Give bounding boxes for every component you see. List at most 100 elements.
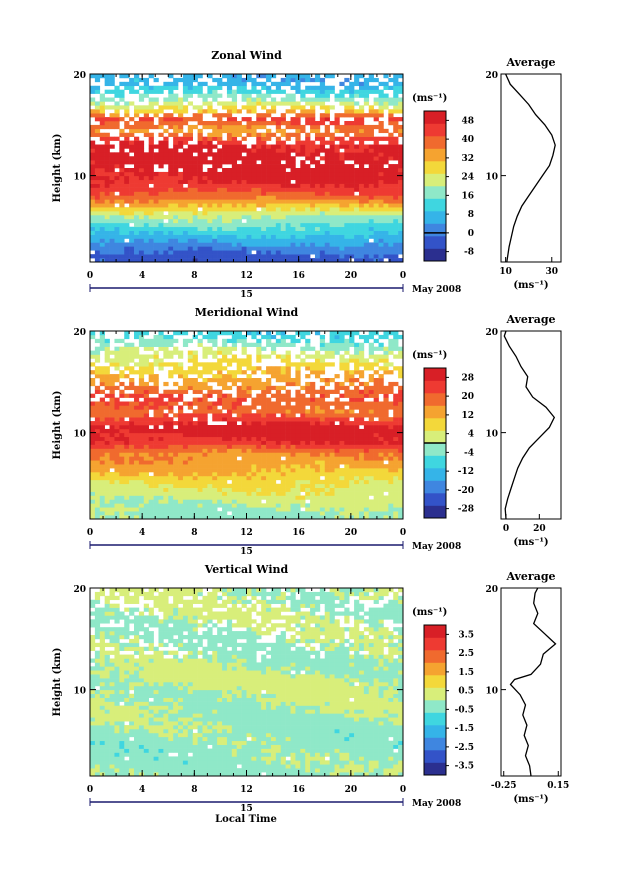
heatmap-cell (236, 156, 242, 161)
heatmap-cell (163, 503, 169, 508)
heatmap-cell (129, 168, 135, 173)
heatmap-cell (114, 136, 120, 141)
heatmap-cell (109, 152, 115, 157)
heatmap-cell (368, 168, 374, 173)
heatmap-cell (124, 483, 130, 488)
heatmap-cell (236, 168, 242, 173)
heatmap-cell (266, 472, 272, 477)
heatmap-cell (300, 405, 306, 410)
heatmap-cell (285, 401, 291, 406)
heatmap-cell (187, 421, 193, 426)
heatmap-cell (261, 393, 267, 398)
heatmap-cell (168, 160, 174, 165)
heatmap-cell (124, 175, 130, 181)
heatmap-cell (212, 507, 218, 512)
heatmap-cell (290, 195, 296, 200)
heatmap-cell (168, 448, 174, 453)
heatmap-cell (138, 254, 145, 259)
heatmap-cell (256, 487, 262, 492)
heatmap-cell (246, 425, 252, 430)
heatmap-cell (314, 234, 321, 239)
heatmap-cell (241, 175, 247, 181)
heatmap-cell (300, 258, 306, 262)
heatmap-cell (99, 183, 105, 188)
heatmap-cell (119, 468, 125, 473)
inset-x-label: (ms⁻¹) (513, 280, 548, 291)
heatmap-cell (266, 479, 272, 485)
heatmap-cell (158, 226, 164, 231)
heatmap-cell (236, 475, 242, 481)
heatmap-cell (143, 215, 149, 220)
heatmap-cell (153, 378, 159, 383)
heatmap-cell (324, 495, 330, 500)
heatmap-cell (310, 199, 316, 204)
heatmap-cell (344, 132, 350, 137)
heatmap-cell (329, 218, 335, 224)
heatmap-cell (398, 385, 403, 391)
heatmap-cell (358, 195, 365, 200)
heatmap-cell (202, 93, 208, 98)
heatmap-cell (383, 215, 389, 220)
heatmap-cell (202, 511, 208, 516)
heatmap-cell (246, 389, 252, 394)
heatmap-cell (114, 226, 120, 231)
heatmap-cell (310, 417, 316, 422)
heatmap-cell (99, 460, 105, 465)
heatmap-cell (344, 199, 350, 204)
heatmap-cell (158, 183, 164, 188)
heatmap-cell (393, 226, 399, 231)
heatmap-cell (236, 183, 242, 188)
heatmap-cell (319, 515, 326, 519)
heatmap-cell (94, 440, 101, 445)
heatmap-cell (251, 258, 257, 262)
heatmap-cell (270, 246, 277, 251)
heatmap-cell (300, 397, 306, 402)
heatmap-cell (173, 515, 179, 519)
heatmap-cell (368, 479, 374, 485)
heatmap-cell (192, 444, 198, 449)
heatmap-cell (280, 140, 286, 145)
heatmap-cell (124, 258, 130, 262)
panel-title: Zonal Wind (211, 49, 282, 62)
heatmap-cell (275, 238, 282, 243)
heatmap-cell (222, 468, 228, 473)
heatmap-cell (305, 144, 311, 149)
heatmap-cell (236, 258, 242, 262)
colorbar-tick-label: 32 (461, 154, 474, 164)
heatmap-cell (266, 144, 272, 149)
heatmap-cell (285, 503, 291, 508)
heatmap-cell (158, 246, 164, 251)
heatmap-cell (163, 128, 169, 134)
heatmap-cell (222, 218, 228, 224)
heatmap-cell (217, 448, 223, 453)
heatmap-cell (187, 160, 193, 165)
heatmap-cell (222, 475, 228, 481)
heatmap-cell (310, 258, 316, 262)
heatmap-cell (99, 378, 105, 383)
heatmap-cell (163, 405, 169, 410)
heatmap-cell (153, 464, 159, 469)
heatmap-cell (99, 499, 105, 504)
heatmap-cell (251, 254, 257, 259)
colorbar-tick-label: 40 (461, 135, 474, 145)
heatmap-cell (319, 136, 326, 141)
heatmap-cell (344, 409, 350, 414)
heatmap-cell (310, 117, 316, 122)
heatmap-cell (310, 97, 316, 102)
heatmap-cell (378, 124, 384, 130)
heatmap-cell (251, 160, 257, 165)
heatmap-cell (398, 468, 403, 473)
heatmap-cell (212, 460, 218, 465)
heatmap-cell (158, 164, 164, 169)
heatmap-cell (261, 74, 267, 79)
heatmap-cell (388, 487, 394, 492)
heatmap-cell (119, 409, 125, 414)
heatmap-cell (368, 425, 374, 430)
heatmap-cell (344, 187, 350, 192)
heatmap-cell (266, 132, 272, 137)
heatmap-cell (90, 436, 96, 441)
heatmap-cell (94, 515, 101, 519)
heatmap-cell (124, 511, 130, 516)
heatmap-cell (138, 258, 145, 262)
heatmap-cell (178, 183, 184, 188)
